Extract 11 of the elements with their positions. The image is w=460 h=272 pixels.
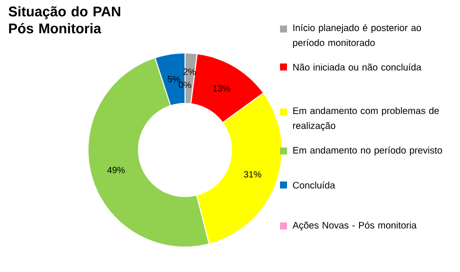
chart-title: Situação do PAN Pós Monitoria: [8, 6, 120, 34]
legend-label: Não iniciada ou não concluída: [293, 63, 422, 71]
data-label: 31%: [244, 171, 262, 178]
legend-label: Em andamento com problemas de realização: [293, 107, 439, 131]
data-label: 13%: [213, 85, 230, 92]
legend-label: Ações Novas - Pós monitoria: [292, 222, 417, 230]
legend-label: Concluída: [293, 181, 336, 189]
legend-label: Início planejado é posterior ao período monitorado: [293, 24, 422, 48]
data-label: 5%: [168, 76, 180, 82]
legend-label: Em andamento no período previsto: [293, 146, 442, 156]
data-label: 49%: [107, 166, 125, 174]
